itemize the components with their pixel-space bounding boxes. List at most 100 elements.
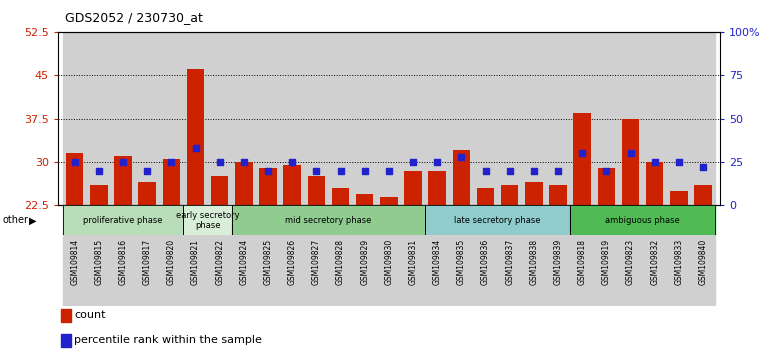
Point [455, 154, 467, 160]
Text: GSM109816: GSM109816 [119, 239, 128, 285]
Point [480, 168, 492, 173]
Bar [283, 165, 301, 205]
Text: ambiguous phase: ambiguous phase [605, 216, 680, 225]
Text: GSM109821: GSM109821 [191, 239, 200, 285]
Text: GSM109814: GSM109814 [70, 239, 79, 285]
Point [504, 168, 516, 173]
Bar [667, 32, 691, 205]
Bar [570, 32, 594, 205]
Bar [497, 32, 522, 205]
Text: GSM109833: GSM109833 [675, 239, 683, 285]
Bar [62, 235, 87, 306]
Bar [304, 235, 329, 306]
Bar [232, 235, 256, 306]
Text: GDS2052 / 230730_at: GDS2052 / 230730_at [65, 11, 203, 24]
Point [600, 168, 612, 173]
Bar [646, 162, 664, 205]
Text: GSM109827: GSM109827 [312, 239, 321, 285]
Bar [162, 159, 180, 205]
Text: GSM109840: GSM109840 [698, 239, 708, 285]
Bar [598, 168, 615, 205]
Bar [377, 32, 401, 205]
Bar [691, 32, 715, 205]
Bar [114, 156, 132, 205]
Bar [522, 235, 546, 306]
Bar [594, 235, 618, 306]
Bar [235, 162, 253, 205]
Bar [353, 32, 377, 205]
Point [286, 159, 298, 165]
Bar [259, 168, 276, 205]
Bar [135, 235, 159, 306]
Point [141, 168, 153, 173]
Text: count: count [74, 310, 105, 320]
Text: GSM109830: GSM109830 [384, 239, 393, 285]
Bar [208, 235, 232, 306]
Bar [356, 194, 373, 205]
Bar [380, 197, 397, 205]
Bar [574, 113, 591, 205]
Bar [332, 188, 350, 205]
Bar [62, 32, 87, 205]
Bar [497, 235, 522, 306]
Bar [256, 32, 280, 205]
Text: GSM109828: GSM109828 [336, 239, 345, 285]
Bar [183, 235, 208, 306]
Bar [670, 191, 688, 205]
Point [310, 168, 323, 173]
Point [673, 159, 685, 165]
Bar [449, 235, 474, 306]
Bar [90, 185, 108, 205]
Text: mid secretory phase: mid secretory phase [285, 216, 372, 225]
Bar [135, 32, 159, 205]
Point [697, 164, 709, 170]
Point [262, 168, 274, 173]
Bar [643, 235, 667, 306]
Bar [477, 188, 494, 205]
Bar [61, 334, 71, 347]
Bar [691, 235, 715, 306]
Text: GSM109824: GSM109824 [239, 239, 249, 285]
Point [189, 145, 202, 151]
Text: percentile rank within the sample: percentile rank within the sample [74, 335, 262, 346]
Point [431, 159, 444, 165]
Point [92, 168, 105, 173]
Bar [501, 185, 518, 205]
Bar [594, 32, 618, 205]
Text: GSM109837: GSM109837 [505, 239, 514, 285]
Bar [425, 32, 449, 205]
Bar [256, 235, 280, 306]
Bar [329, 32, 353, 205]
Bar [111, 235, 135, 306]
Text: GSM109838: GSM109838 [529, 239, 538, 285]
Point [624, 150, 637, 156]
Bar [280, 32, 304, 205]
Point [648, 159, 661, 165]
Point [359, 168, 371, 173]
Text: GSM109820: GSM109820 [167, 239, 176, 285]
Bar [618, 235, 643, 306]
Point [213, 159, 226, 165]
Bar [329, 235, 353, 306]
Text: GSM109823: GSM109823 [626, 239, 635, 285]
Bar [546, 32, 570, 205]
Bar [525, 182, 543, 205]
Bar [377, 235, 401, 306]
Text: GSM109826: GSM109826 [288, 239, 296, 285]
Bar [183, 32, 208, 205]
Text: GSM109818: GSM109818 [578, 239, 587, 285]
Point [117, 159, 129, 165]
Text: GSM109835: GSM109835 [457, 239, 466, 285]
Bar [546, 235, 570, 306]
Text: GSM109817: GSM109817 [142, 239, 152, 285]
Point [407, 159, 419, 165]
Bar [66, 153, 83, 205]
Bar [159, 235, 183, 306]
Text: other: other [2, 215, 28, 225]
Bar [111, 32, 135, 205]
Bar [474, 235, 497, 306]
Text: GSM109822: GSM109822 [215, 239, 224, 285]
Bar [87, 235, 111, 306]
Bar [522, 32, 546, 205]
Bar [449, 32, 474, 205]
